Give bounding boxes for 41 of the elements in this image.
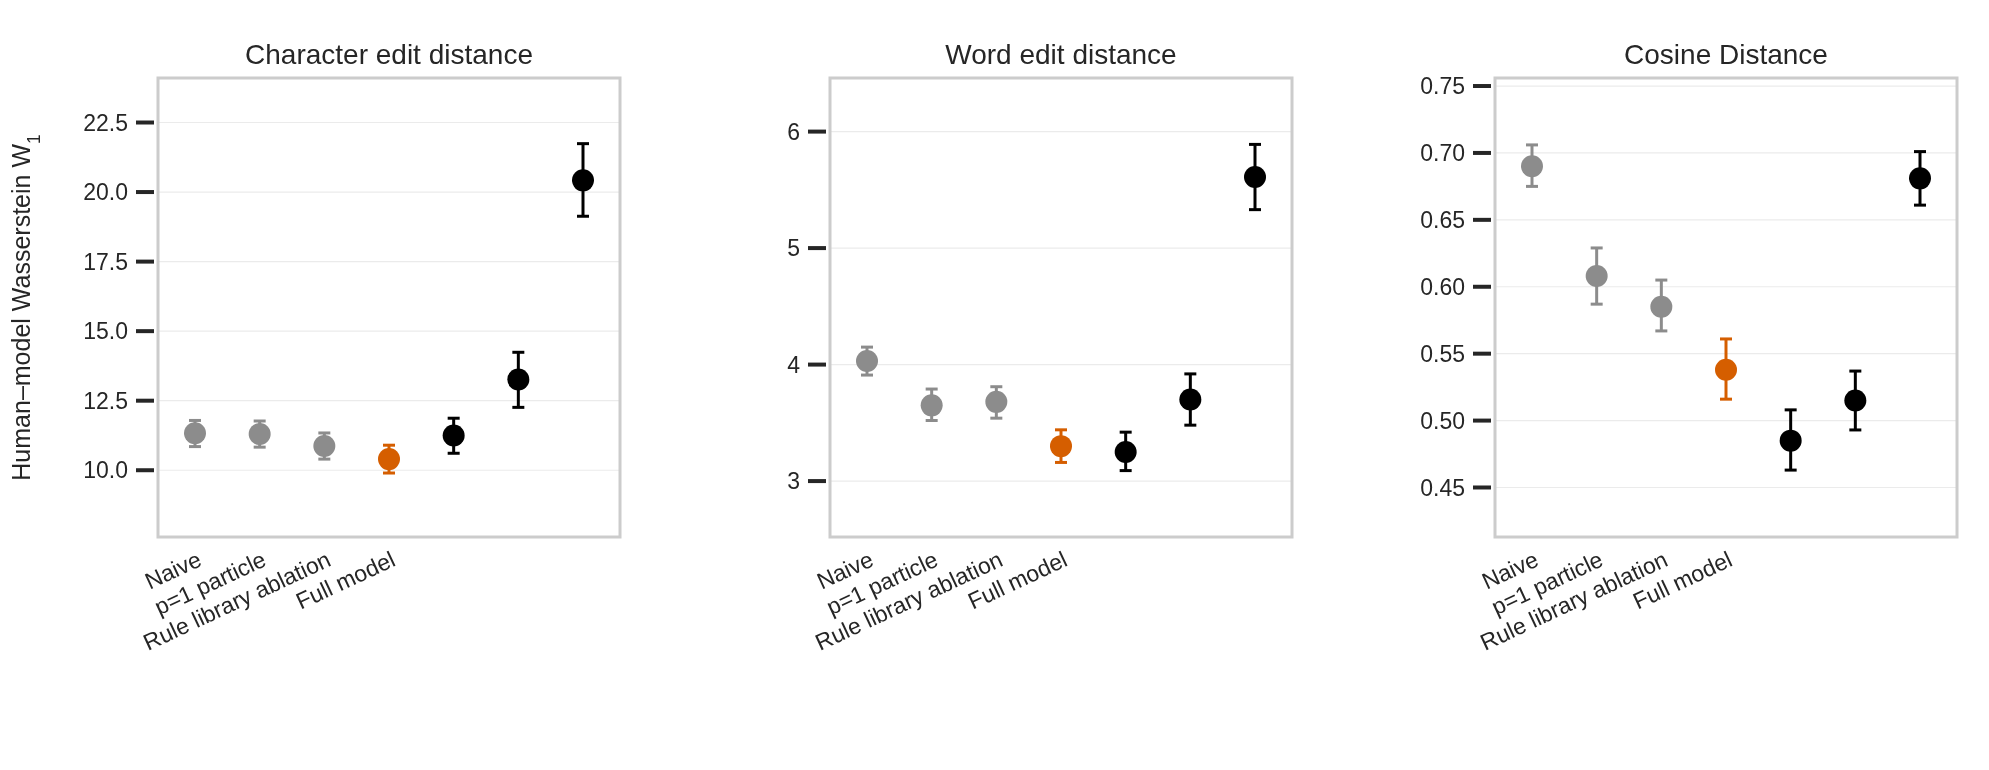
point (313, 435, 336, 458)
y-tick-label: 10.0 (83, 457, 128, 484)
point (1715, 358, 1737, 381)
point (442, 424, 465, 447)
y-tick-label: 20.0 (83, 179, 128, 206)
point (920, 394, 943, 417)
y-tick-label: 0.65 (1420, 206, 1465, 233)
point (507, 368, 530, 391)
y-tick-label: 0.75 (1420, 73, 1465, 100)
point (1114, 440, 1137, 463)
point (856, 350, 878, 373)
point (184, 422, 206, 445)
point (1521, 155, 1543, 178)
point (1179, 388, 1202, 411)
y-tick-label: 15.0 (83, 318, 128, 345)
point (1779, 429, 1802, 452)
point (1650, 295, 1673, 318)
point (1909, 167, 1931, 190)
chart-title: Word edit distance (945, 39, 1177, 70)
point (1050, 435, 1072, 458)
y-tick-label: 0.50 (1420, 407, 1465, 434)
chart-title: Character edit distance (245, 39, 533, 70)
y-tick-label: 3 (787, 468, 800, 495)
point (572, 169, 594, 192)
y-tick-label: 4 (787, 351, 801, 378)
y-tick-label: 0.45 (1420, 474, 1465, 501)
y-tick-label: 12.5 (83, 387, 128, 414)
chart-title: Cosine Distance (1624, 39, 1828, 70)
point (1585, 265, 1608, 288)
y-tick-label: 0.55 (1420, 340, 1465, 367)
y-tick-label: 5 (787, 235, 800, 262)
y-tick-label: 0.60 (1420, 273, 1465, 300)
point (1244, 166, 1266, 189)
y-tick-label: 6 (787, 118, 800, 145)
y-tick-label: 22.5 (83, 109, 128, 136)
point (378, 448, 400, 471)
point (1844, 389, 1867, 412)
point (248, 423, 271, 446)
y-tick-label: 17.5 (83, 248, 128, 275)
y-tick-label: 0.70 (1420, 139, 1465, 166)
point (985, 390, 1008, 413)
